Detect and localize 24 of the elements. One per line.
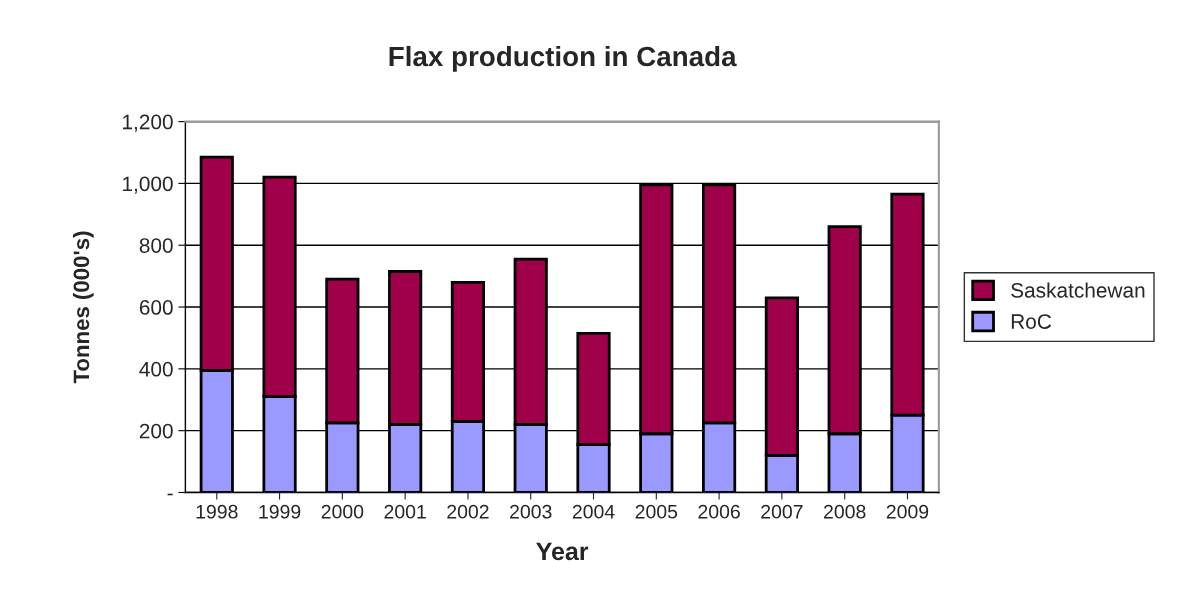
y-axis-title: Tonnes (000's)	[72, 231, 94, 384]
y-tick-label: 1,000	[123, 176, 173, 194]
chart-title: Flax production in Canada	[389, 45, 737, 72]
legend-label: Saskatchewan	[1011, 282, 1145, 298]
x-tick-label: 1999	[259, 504, 301, 519]
x-tick-label: 2000	[321, 504, 364, 519]
x-tick-label: 2002	[447, 504, 489, 519]
y-tick-label: 800	[139, 238, 173, 253]
x-tick-label: 2009	[886, 504, 929, 519]
y-tick-label: -	[167, 493, 173, 496]
y-tick-label: 600	[139, 300, 173, 315]
x-axis-title: Year	[536, 542, 589, 561]
y-tick-label: 1,200	[123, 114, 173, 132]
x-tick-label: 2007	[761, 504, 803, 519]
x-tick-label: 1998	[196, 504, 238, 519]
y-tick-label: 400	[139, 361, 173, 377]
x-tick-label: 2004	[572, 504, 615, 519]
x-tick-label: 2006	[698, 504, 740, 519]
x-tick-label: 2001	[384, 504, 426, 519]
legend-label: RoC	[1011, 314, 1052, 329]
x-tick-label: 2003	[510, 504, 552, 519]
x-tick-label: 2005	[635, 504, 678, 519]
y-tick-label: 200	[139, 423, 173, 439]
x-tick-label: 2008	[824, 504, 866, 519]
